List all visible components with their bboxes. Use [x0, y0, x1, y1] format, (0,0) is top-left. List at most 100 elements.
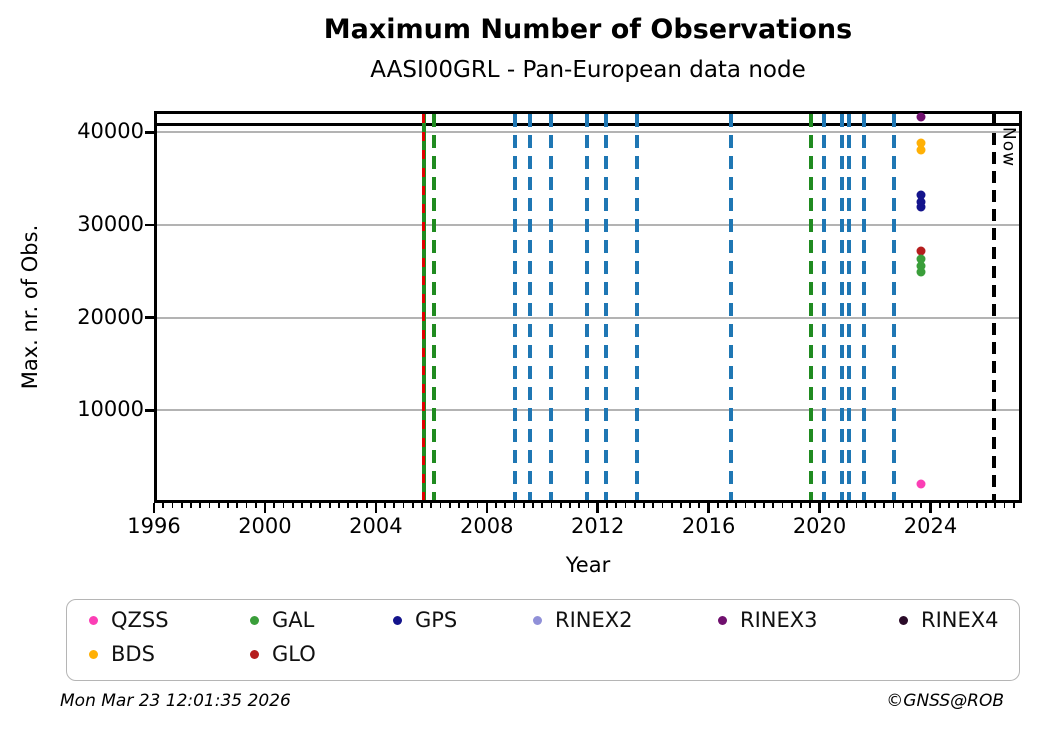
legend-label: RINEX2 [555, 608, 633, 632]
y-axis-label: Max. nr. of Obs. [18, 224, 42, 390]
x-minor-tick [153, 503, 155, 508]
x-minor-tick [402, 503, 405, 508]
x-tick-label: 2008 [460, 514, 514, 538]
chart-subtitle: AASI00GRL - Pan-European data node [370, 57, 806, 83]
x-minor-tick [541, 503, 544, 508]
legend-item-rinex2: RINEX2 [533, 606, 633, 634]
x-minor-tick [772, 503, 775, 508]
x-minor-tick [818, 503, 821, 508]
x-minor-tick [855, 503, 858, 508]
legend-item-qzss: QZSS [89, 606, 169, 634]
x-minor-tick [901, 503, 904, 508]
legend-label: GLO [272, 642, 316, 666]
x-minor-tick [975, 503, 978, 508]
x-minor-tick [458, 503, 460, 508]
x-minor-tick [948, 503, 950, 508]
x-minor-tick [957, 503, 960, 508]
x-tick-label: 1996 [127, 514, 181, 538]
x-minor-tick [624, 503, 627, 508]
x-minor-tick [827, 503, 830, 508]
x-minor-tick [652, 503, 655, 508]
legend-label: RINEX4 [921, 608, 999, 632]
x-minor-tick [569, 503, 571, 508]
x-minor-tick [282, 503, 285, 508]
x-major-tick [707, 503, 710, 513]
x-major-tick [596, 503, 599, 513]
x-minor-tick [587, 503, 590, 508]
y-tick-label: 10000 [77, 397, 144, 422]
legend-marker-rinex3 [718, 615, 727, 625]
x-minor-tick [347, 503, 350, 508]
x-major-tick [263, 503, 267, 513]
legend-item-rinex3: RINEX3 [718, 606, 818, 634]
x-minor-tick [1012, 503, 1015, 508]
x-minor-tick [393, 503, 396, 508]
x-minor-tick [504, 503, 507, 508]
x-minor-tick [985, 503, 987, 508]
x-minor-tick [606, 503, 608, 508]
x-minor-tick [633, 503, 636, 508]
x-minor-tick [892, 503, 895, 508]
y-tick [145, 409, 154, 412]
x-tick-label: 2020 [792, 514, 847, 538]
x-minor-tick [217, 503, 220, 508]
x-major-tick [818, 503, 821, 513]
x-minor-tick [264, 503, 266, 508]
x-tick-label: 2004 [349, 514, 403, 538]
x-minor-tick [227, 503, 229, 508]
x-minor-tick [874, 503, 876, 508]
legend-marker-bds [89, 649, 98, 659]
x-minor-tick [495, 503, 497, 508]
x-minor-tick [994, 503, 997, 508]
y-tick [145, 223, 154, 227]
x-minor-tick [661, 503, 664, 508]
x-minor-tick [1003, 503, 1006, 508]
x-minor-tick [790, 503, 793, 508]
x-minor-tick [301, 503, 303, 508]
legend-marker-rinex4 [899, 615, 908, 625]
x-minor-tick [411, 503, 414, 508]
legend-label: GPS [415, 608, 458, 632]
x-minor-tick [374, 503, 377, 508]
x-minor-tick [615, 503, 618, 508]
x-minor-tick [476, 503, 479, 508]
legend-marker-gal [250, 615, 259, 625]
legend-marker-rinex2 [533, 615, 542, 625]
x-minor-tick [550, 503, 553, 508]
x-major-tick [485, 503, 489, 513]
x-minor-tick [421, 503, 423, 508]
x-minor-tick [559, 503, 562, 508]
x-minor-tick [800, 503, 802, 508]
y-tick [145, 131, 154, 134]
x-minor-tick [837, 503, 839, 508]
plot-area [154, 111, 1022, 503]
x-minor-tick [328, 503, 331, 508]
x-minor-tick [430, 503, 433, 508]
x-minor-tick [356, 503, 359, 508]
legend-item-bds: BDS [89, 640, 155, 668]
x-minor-tick [337, 503, 340, 508]
x-minor-tick [190, 503, 192, 508]
x-minor-tick [180, 503, 183, 508]
x-major-tick [374, 503, 378, 513]
x-minor-tick [735, 503, 738, 508]
x-minor-tick [966, 503, 969, 508]
chart-title: Maximum Number of Observations [323, 14, 853, 45]
x-minor-tick [846, 503, 849, 508]
x-tick-label: 2000 [238, 514, 292, 538]
x-minor-tick [171, 503, 174, 508]
x-minor-tick [236, 503, 239, 508]
y-tick-label: 40000 [77, 119, 144, 144]
x-minor-tick [744, 503, 747, 508]
x-minor-tick [162, 503, 165, 508]
x-minor-tick [864, 503, 867, 508]
x-minor-tick [245, 503, 248, 508]
x-minor-tick [273, 503, 276, 508]
x-minor-tick [716, 503, 719, 508]
x-minor-tick [522, 503, 525, 508]
x-minor-tick [578, 503, 581, 508]
x-minor-tick [781, 503, 784, 508]
x-minor-tick [467, 503, 470, 508]
x-minor-tick [532, 503, 534, 508]
